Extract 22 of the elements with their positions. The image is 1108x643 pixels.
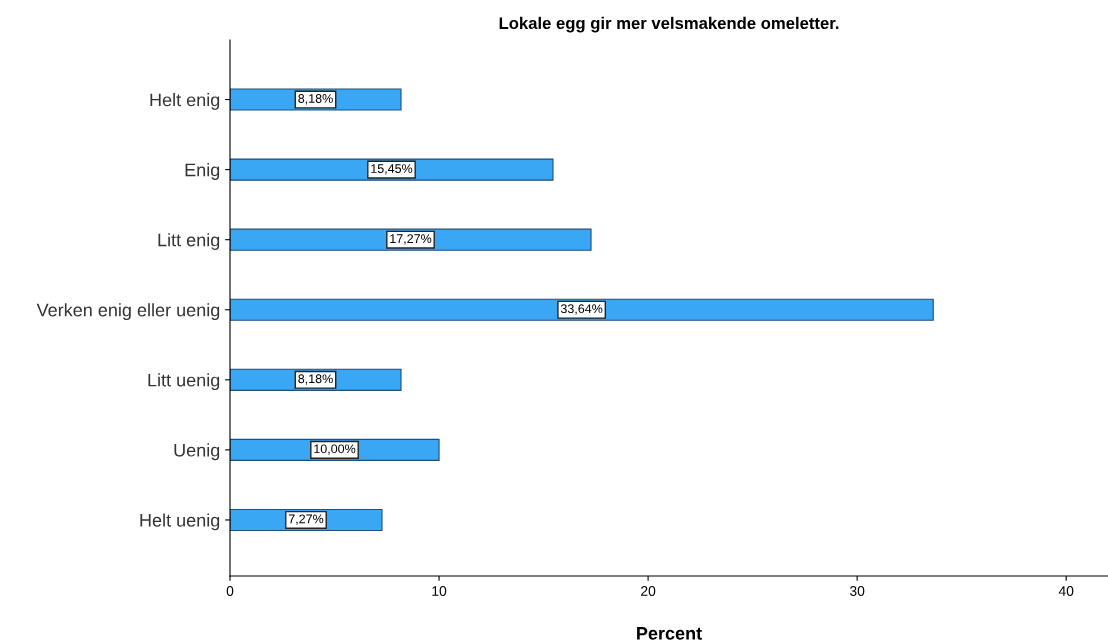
data-label: 15,45% (371, 164, 413, 175)
chart-title: Lokale egg gir mer velsmakende omeletter. (499, 16, 839, 33)
data-label: 33,64% (560, 304, 603, 315)
x-axis-title: Percent (637, 627, 702, 640)
y-tick-label: Uenig (174, 443, 220, 461)
x-tick-label: 0 (226, 586, 234, 596)
x-tick-label: 10 (432, 586, 447, 596)
x-tick-label: 30 (849, 586, 865, 596)
data-label: 10,00% (314, 444, 356, 455)
y-tick-label: Helt uenig (140, 513, 220, 531)
y-tick-label: Enig (185, 163, 220, 180)
data-label: 8,18% (298, 94, 333, 105)
y-tick-label: Verken enig eller uenig (36, 303, 220, 321)
y-tick-label: Litt uenig (148, 373, 220, 391)
data-label: 7,27% (288, 514, 324, 525)
y-tick-label: Helt enig (150, 93, 220, 110)
x-tick-label: 40 (1058, 586, 1074, 596)
data-label: 8,18% (298, 374, 333, 385)
y-tick-label: Litt enig (158, 233, 220, 250)
x-tick-label: 20 (641, 586, 656, 596)
data-label: 17,27% (390, 234, 432, 245)
bar (230, 298, 934, 321)
